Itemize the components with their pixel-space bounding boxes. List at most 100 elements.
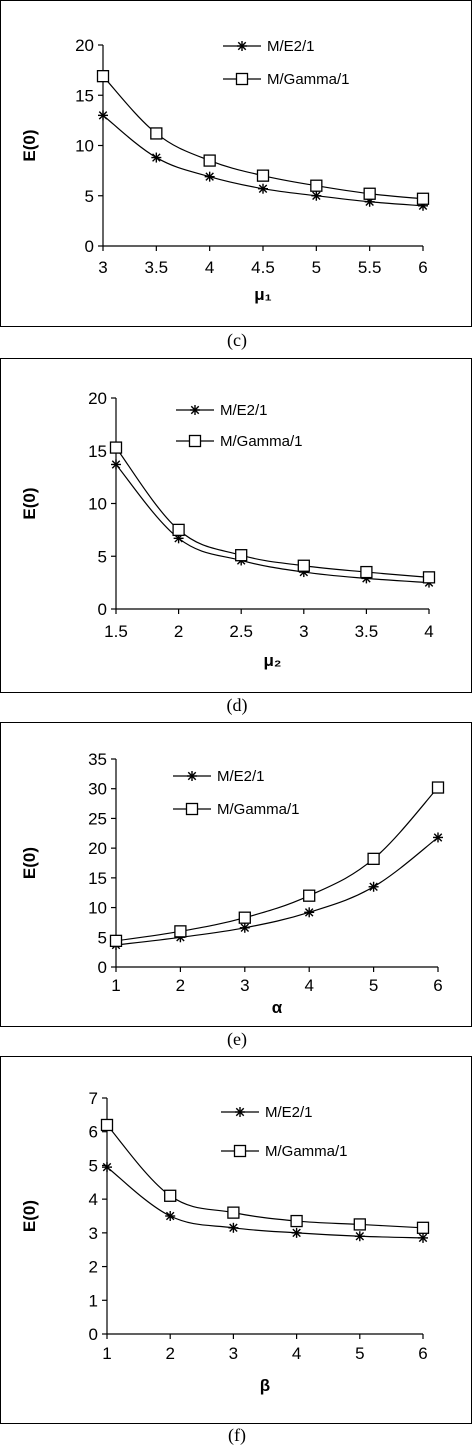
- data-point-gamma: [360, 565, 373, 579]
- x-tick-label: 2: [176, 976, 185, 995]
- y-axis-title: E(0): [20, 847, 39, 879]
- y-tick-label: 5: [89, 1156, 98, 1175]
- x-tick-label: 4: [292, 1344, 301, 1363]
- data-point-me2: [102, 1162, 112, 1173]
- data-point-me2: [433, 832, 443, 843]
- chart-panel-f: 0 1 2 3 4 5 6 7 1 2 3 4 5 6 β E(0) M/E2/1 M/Gamma/1: [0, 1056, 472, 1424]
- data-point-gamma: [109, 934, 123, 948]
- legend-label: M/E2/1: [217, 768, 265, 785]
- data-point-gamma: [150, 127, 163, 140]
- data-point-gamma: [109, 441, 123, 454]
- chart-panel-e: 0 5 10 15 20 25 30 35 1 2 3 4 5 6 α E(0) M/E2/1 M/Gamma/1: [0, 722, 472, 1027]
- y-tick-label: 10: [88, 495, 107, 514]
- chart-panel-c: 0 5 10 15 20 3 3.5 4 4.5 5 5.5 6 μ₁ E(0) M/E2/1 M/Gamma…: [0, 0, 472, 327]
- y-axis-title: E(0): [20, 129, 39, 161]
- y-tick-label: 3: [89, 1224, 98, 1243]
- y-tick-label: 15: [75, 86, 94, 105]
- data-point-gamma: [164, 1189, 177, 1202]
- y-tick-label: 10: [75, 137, 94, 156]
- x-tick-label: 2: [165, 1344, 174, 1363]
- data-point-gamma: [363, 187, 376, 200]
- x-axis-title: α: [272, 998, 283, 1017]
- series-line-me2: [115, 464, 430, 584]
- legend-marker-square: [233, 1144, 247, 1158]
- y-tick-label: 15: [88, 869, 107, 888]
- figure-caption-c: (c): [227, 330, 247, 350]
- y-tick-label: 15: [88, 442, 107, 461]
- x-tick-label: 6: [433, 976, 442, 995]
- y-tick-label: 7: [89, 1089, 98, 1108]
- y-tick-label: 5: [98, 547, 107, 566]
- x-tick-label: 4: [205, 258, 214, 277]
- legend-marker-asterisk: [190, 405, 200, 415]
- y-tick-label: 30: [88, 780, 107, 799]
- legend-label: M/E2/1: [267, 38, 315, 55]
- x-tick-label: 3: [240, 976, 249, 995]
- legend-marker-asterisk: [235, 1107, 245, 1117]
- legend-label: M/E2/1: [220, 402, 268, 419]
- x-tick-label: 5.5: [358, 258, 382, 277]
- x-axis-title: β: [260, 1376, 270, 1395]
- data-point-gamma: [256, 169, 270, 182]
- y-tick-label: 2: [89, 1258, 98, 1277]
- x-tick-label: 1: [111, 976, 120, 995]
- chart-e-svg: 0 5 10 15 20 25 30 35 1 2 3 4 5 6 α E(0) M/E2/1 M/Gamma/1: [20, 750, 445, 1017]
- data-point-me2: [98, 110, 108, 121]
- figure-caption-f: (f): [228, 1425, 246, 1445]
- data-point-gamma: [203, 154, 216, 167]
- data-point-gamma: [96, 70, 110, 83]
- data-point-gamma: [353, 1218, 366, 1231]
- data-point-me2: [204, 171, 215, 182]
- chart-panel-d: 0 5 10 15 20 1.5 2 2.5 3 3.5 4 μ₂ E(0) M/E2/1 M/Gamma/…: [0, 358, 472, 693]
- legend-marker-square: [185, 802, 199, 816]
- x-tick-label: 4.5: [251, 258, 275, 277]
- data-point-gamma: [238, 911, 251, 924]
- x-tick-label: 1.5: [104, 622, 128, 641]
- x-tick-label: 4: [424, 622, 433, 641]
- series-line-gamma: [115, 447, 430, 578]
- data-point-me2: [418, 1232, 428, 1243]
- y-tick-label: 0: [89, 1325, 98, 1344]
- series-line-me2: [106, 1166, 424, 1239]
- data-point-gamma: [416, 1221, 430, 1234]
- legend-marker-asterisk: [187, 771, 197, 781]
- y-tick-label: 0: [85, 237, 94, 256]
- y-tick-label: 10: [88, 899, 107, 918]
- x-tick-label: 6: [418, 258, 427, 277]
- y-tick-label: 20: [88, 839, 107, 858]
- data-point-gamma: [310, 179, 323, 192]
- x-axis-title: μ₂: [264, 651, 282, 670]
- data-point-me2: [291, 1227, 302, 1238]
- legend-label: M/Gamma/1: [265, 1143, 348, 1160]
- x-tick-label: 5: [355, 1344, 364, 1363]
- figure-caption-e: (e): [227, 1029, 247, 1049]
- x-tick-label: 2: [174, 622, 183, 641]
- data-point-me2: [368, 881, 379, 892]
- data-point-me2: [151, 152, 162, 163]
- y-tick-label: 0: [98, 600, 107, 619]
- data-point-gamma: [367, 852, 380, 865]
- legend-marker-square: [235, 72, 249, 86]
- x-tick-label: 3.5: [355, 622, 379, 641]
- data-point-me2: [258, 183, 268, 194]
- y-tick-label: 20: [75, 36, 94, 55]
- x-tick-label: 3.5: [145, 258, 169, 277]
- series-line-gamma: [106, 1124, 424, 1229]
- y-axis-title: E(0): [20, 487, 39, 519]
- x-tick-label: 5: [369, 976, 378, 995]
- data-point-gamma: [227, 1206, 240, 1219]
- data-point-me2: [311, 190, 322, 201]
- data-point-me2: [111, 459, 121, 470]
- chart-c-svg: 0 5 10 15 20 3 3.5 4 4.5 5 5.5 6 μ₁ E(0) M/E2/1 M/Gamma…: [20, 36, 430, 304]
- data-point-gamma: [297, 559, 310, 572]
- chart-d-svg: 0 5 10 15 20 1.5 2 2.5 3 3.5 4 μ₂ E(0) M/E2/1 M/Gamma/…: [20, 389, 436, 670]
- y-tick-label: 20: [88, 389, 107, 408]
- y-axis-title: E(0): [20, 1200, 39, 1232]
- data-point-gamma: [303, 889, 316, 902]
- x-tick-label: 2.5: [229, 622, 253, 641]
- legend-label: M/Gamma/1: [267, 71, 350, 88]
- data-point-gamma: [172, 523, 185, 537]
- legend-label: M/Gamma/1: [220, 433, 303, 450]
- legend-label: M/E2/1: [265, 1104, 313, 1121]
